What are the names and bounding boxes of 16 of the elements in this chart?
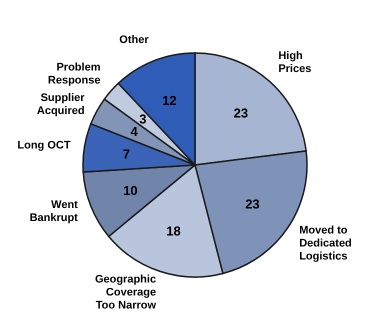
data-label: 12 (162, 92, 177, 108)
data-label: 3 (139, 112, 147, 127)
data-label: 18 (166, 224, 181, 239)
slice-label: Long OCT (17, 139, 71, 152)
slice-label: High Prices (278, 50, 312, 76)
slice-label: Moved to Dedicated Logistics (299, 224, 352, 263)
data-label: 23 (234, 105, 248, 120)
data-label: 4 (130, 124, 139, 140)
data-label: 23 (245, 196, 260, 212)
slice-label: Geographic Coverage Too Narrow (94, 274, 157, 312)
slice-label: Supplier Acquired (36, 92, 86, 117)
data-label: 7 (122, 146, 130, 162)
slice-label: Other (119, 34, 150, 46)
data-label: 10 (123, 183, 138, 198)
slice-label: Went Bankrupt (30, 198, 78, 224)
slice-label: Problem Response (48, 61, 101, 86)
